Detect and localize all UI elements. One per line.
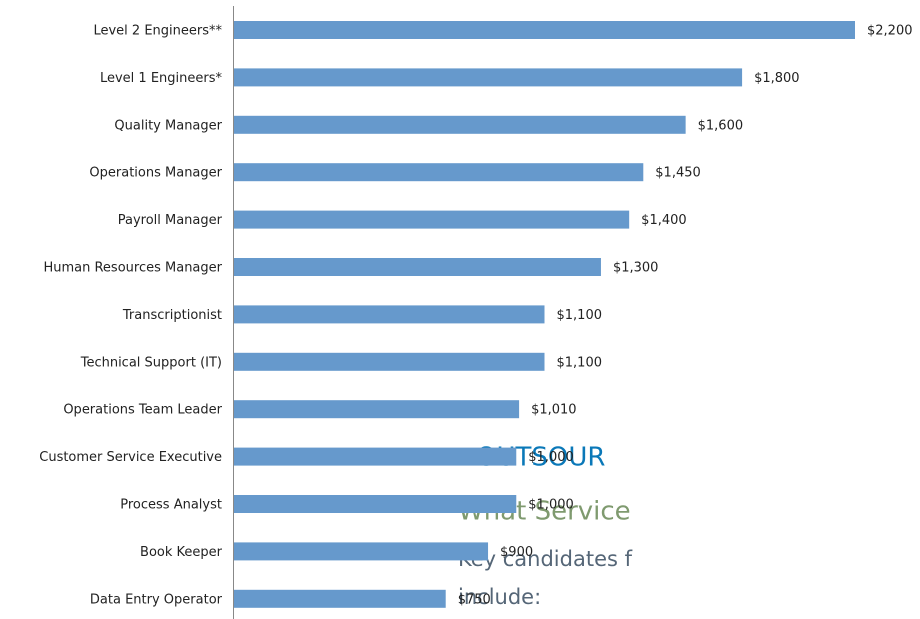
category-label: Human Resources Manager bbox=[43, 261, 222, 276]
category-label: Transcriptionist bbox=[122, 308, 222, 323]
bar bbox=[234, 495, 517, 513]
bar bbox=[234, 68, 743, 87]
value-label: $1,400 bbox=[641, 213, 687, 228]
value-label: $1,000 bbox=[528, 498, 574, 513]
category-label: Data Entry Operator bbox=[90, 592, 223, 607]
bar bbox=[234, 210, 630, 229]
value-label: $1,010 bbox=[531, 403, 577, 418]
category-label: Payroll Manager bbox=[118, 213, 223, 228]
category-label: Operations Team Leader bbox=[63, 403, 222, 418]
category-label: Quality Manager bbox=[114, 118, 222, 133]
bar bbox=[234, 163, 644, 182]
category-label: Process Analyst bbox=[120, 498, 222, 513]
category-label: Technical Support (IT) bbox=[80, 355, 222, 370]
value-label: $2,200 bbox=[867, 24, 913, 39]
bar bbox=[234, 447, 517, 466]
bar bbox=[234, 305, 545, 324]
bar bbox=[234, 400, 520, 419]
category-label: Level 2 Engineers** bbox=[93, 24, 222, 39]
bar bbox=[234, 258, 601, 276]
value-label: $1,300 bbox=[613, 261, 659, 276]
bar bbox=[234, 542, 489, 561]
category-label: Book Keeper bbox=[140, 545, 223, 560]
bar bbox=[234, 115, 686, 134]
category-label: Operations Manager bbox=[89, 166, 222, 181]
value-label: $1,450 bbox=[655, 166, 701, 181]
value-label: $1,800 bbox=[754, 71, 800, 86]
bar bbox=[234, 589, 446, 608]
bar bbox=[234, 21, 855, 39]
body-line: include: bbox=[458, 585, 541, 609]
value-label: $1,000 bbox=[528, 450, 574, 465]
category-label: Customer Service Executive bbox=[39, 450, 222, 465]
value-label: $900 bbox=[500, 545, 533, 560]
bar bbox=[234, 352, 545, 371]
value-label: $1,600 bbox=[698, 118, 744, 133]
value-label: $1,100 bbox=[557, 355, 603, 370]
value-label: $750 bbox=[458, 592, 491, 607]
value-label: $1,100 bbox=[557, 308, 603, 323]
category-label: Level 1 Engineers* bbox=[100, 71, 223, 86]
